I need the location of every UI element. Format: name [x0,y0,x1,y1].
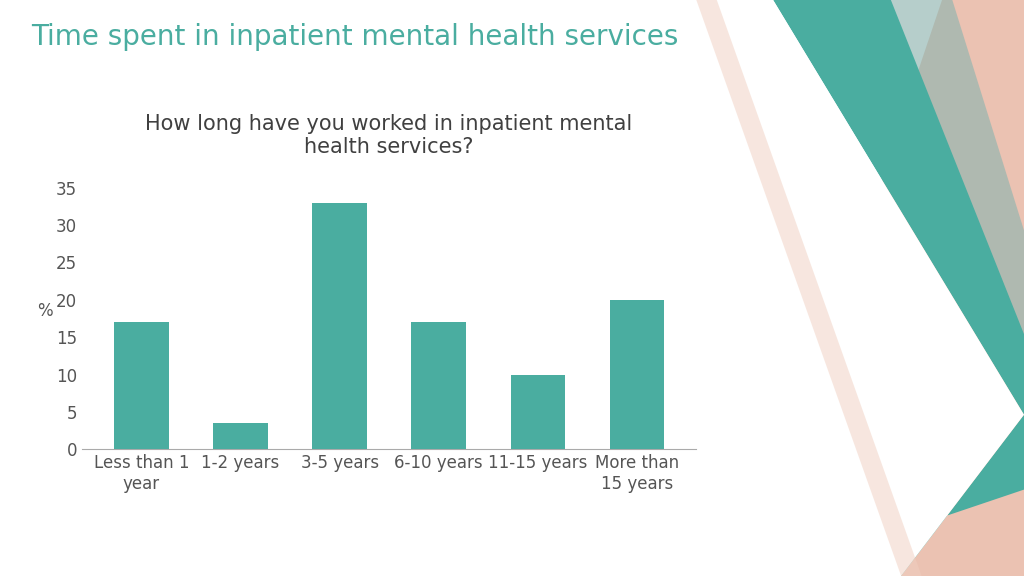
Title: How long have you worked in inpatient mental
health services?: How long have you worked in inpatient me… [145,114,633,157]
Text: Time spent in inpatient mental health services: Time spent in inpatient mental health se… [31,23,678,51]
Bar [312,203,367,449]
Y-axis label: %: % [37,302,52,320]
Bar [114,322,169,449]
Bar [511,374,565,449]
Bar [412,322,466,449]
Bar [213,423,267,449]
Bar [609,300,665,449]
